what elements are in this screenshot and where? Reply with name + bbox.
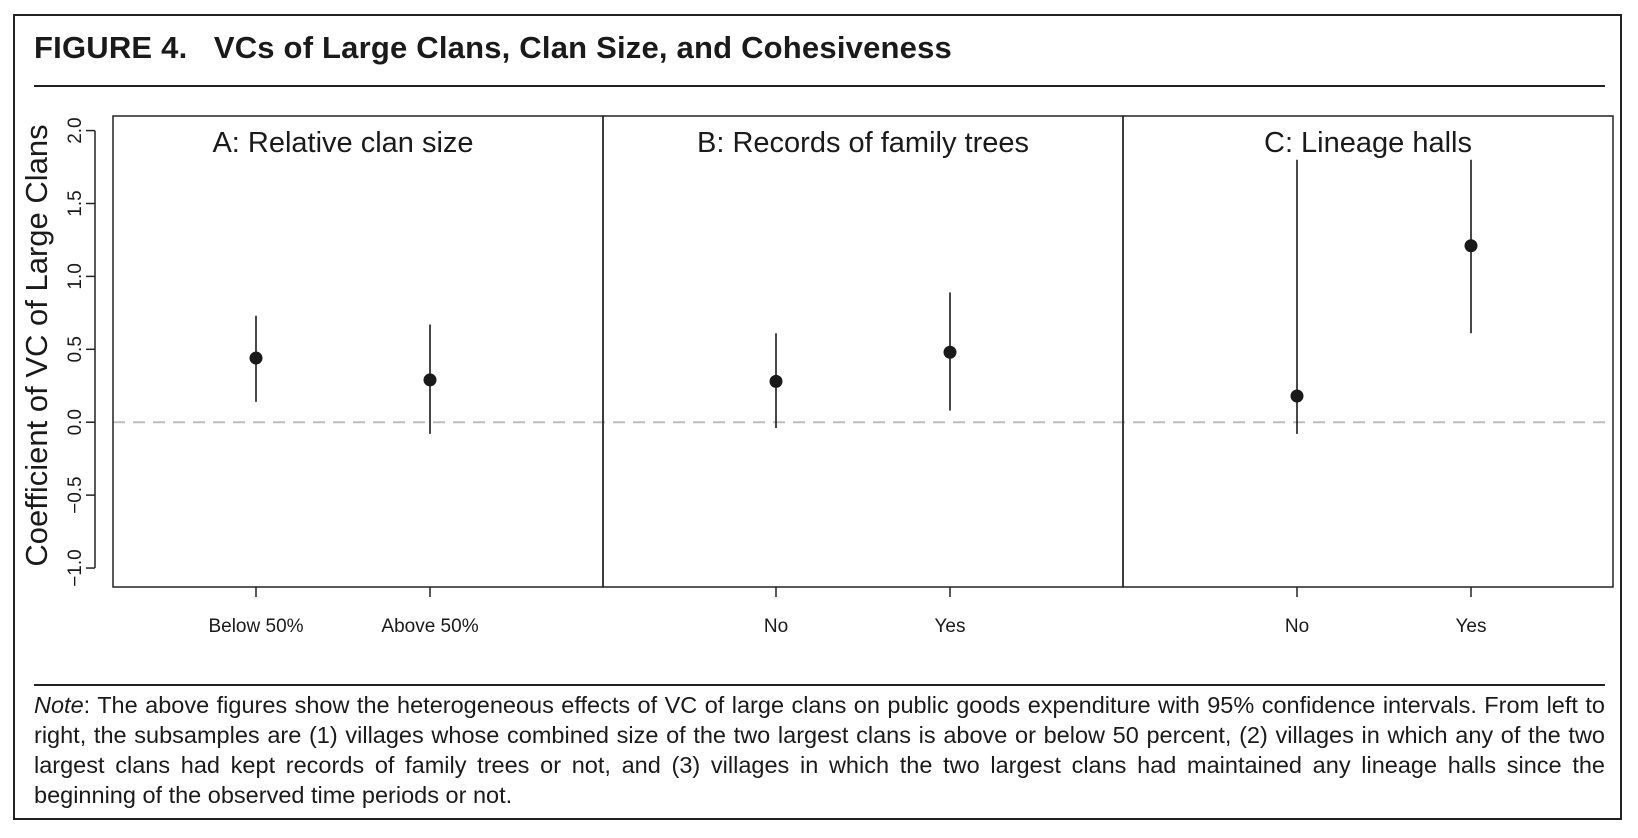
y-tick-label: 0.5 — [65, 336, 86, 362]
point-estimate — [769, 374, 783, 388]
x-axis-labels: Below 50% Above 50% No Yes No Yes — [208, 587, 1487, 637]
chart-marks — [249, 159, 1478, 434]
panel-frames — [112, 115, 1614, 588]
y-tick-label: 2.0 — [65, 117, 86, 143]
point-estimate — [1464, 239, 1478, 253]
figure-number: FIGURE 4. — [34, 30, 188, 65]
panel-frame — [1122, 115, 1614, 588]
panel-title: A: Relative clan size — [212, 127, 473, 159]
panel-title: C: Lineage halls — [1264, 127, 1472, 159]
coefficient-plot: −1.0 −0.5 0.0 0.5 1.0 1.5 2.0 Coefficient of VC… — [19, 115, 1614, 637]
y-tick-label: 1.0 — [65, 263, 86, 289]
y-axis-label: Coefficient of VC of Large Clans — [19, 124, 54, 566]
y-axis: −1.0 −0.5 0.0 0.5 1.0 1.5 2.0 Coefficient of VC… — [19, 117, 96, 587]
point-estimate — [943, 345, 957, 359]
panel-frame — [602, 115, 1124, 588]
figure-note: Note: The above figures show the heterog… — [34, 690, 1605, 810]
y-tick-label: −0.5 — [65, 476, 86, 514]
note-text: : The above figures show the heterogeneo… — [34, 692, 1605, 808]
x-category-label: No — [764, 616, 788, 637]
x-category-label: Yes — [1456, 616, 1487, 637]
panel-titles: A: Relative clan size B: Records of famil… — [212, 127, 1472, 159]
point-estimate — [1290, 389, 1304, 403]
heading-rule — [34, 85, 1605, 87]
x-category-label: No — [1285, 616, 1309, 637]
point-estimate — [423, 373, 437, 387]
y-tick-label: −1.0 — [65, 549, 86, 587]
note-rule — [34, 684, 1605, 686]
x-category-label: Above 50% — [381, 616, 478, 637]
y-tick-label: 1.5 — [65, 190, 86, 216]
x-category-label: Below 50% — [208, 616, 303, 637]
y-tick-label: 0.0 — [65, 409, 86, 435]
note-label: Note — [34, 692, 84, 718]
figure-title: VCs of Large Clans, Clan Size, and Cohes… — [213, 30, 952, 65]
figure-heading: FIGURE 4. VCs of Large Clans, Clan Size,… — [34, 30, 952, 66]
point-estimate — [249, 351, 263, 365]
panel-frame — [112, 115, 604, 588]
x-category-label: Yes — [935, 616, 966, 637]
panel-title: B: Records of family trees — [697, 127, 1029, 159]
